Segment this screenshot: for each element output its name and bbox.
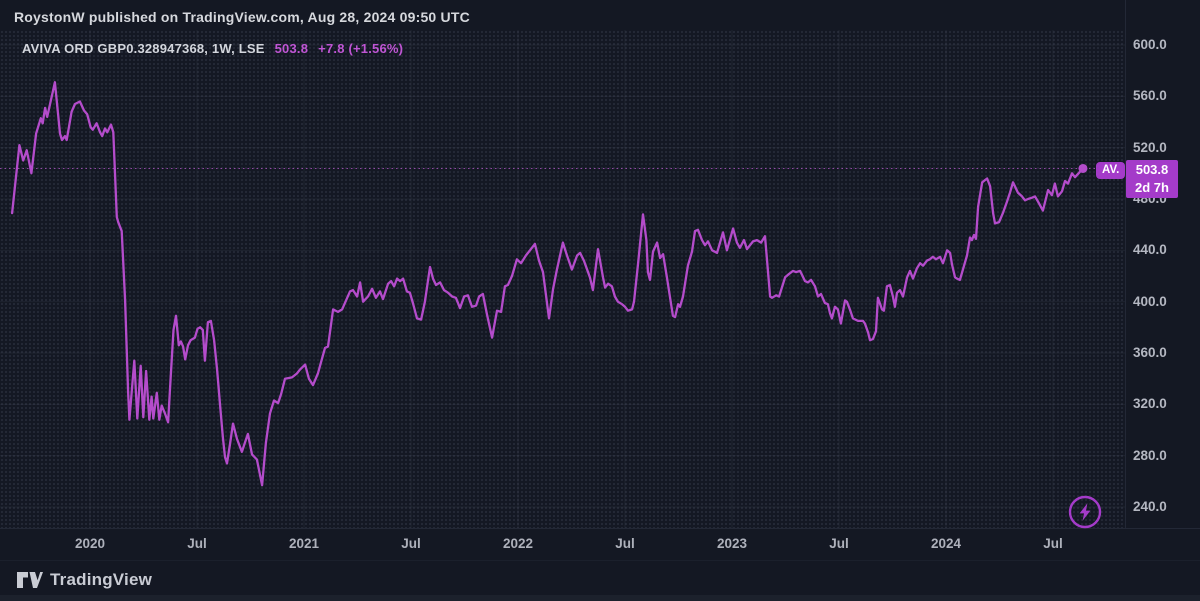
price-axis-label: 560.0 bbox=[1133, 88, 1167, 104]
time-axis-label: Jul bbox=[187, 536, 207, 551]
price-axis-label: 320.0 bbox=[1133, 396, 1167, 412]
time-axis-label: 2023 bbox=[716, 536, 748, 551]
bottom-edge bbox=[0, 595, 1200, 601]
time-axis-label: Jul bbox=[401, 536, 421, 551]
chart-legend: AVIVA ORD GBP0.328947368, 1W, LSE 503.8 … bbox=[22, 41, 403, 56]
price-axis-label: 400.0 bbox=[1133, 293, 1167, 309]
plot-background bbox=[0, 30, 1125, 528]
time-axis-label: 2020 bbox=[74, 536, 106, 551]
attribution-text: RoystonW published on TradingView.com, A… bbox=[14, 9, 470, 25]
last-price-value: 503.8 bbox=[1135, 162, 1169, 177]
price-change: +7.8 (+1.56%) bbox=[318, 41, 404, 56]
time-axis-label: Jul bbox=[615, 536, 635, 551]
price-axis-label: 280.0 bbox=[1133, 447, 1167, 463]
bar-countdown: 2d 7h bbox=[1135, 180, 1169, 195]
time-axis-label: Jul bbox=[1043, 536, 1063, 551]
price-axis-label: 520.0 bbox=[1133, 139, 1167, 155]
time-axis[interactable]: 2020 Jul 2021 Jul 2022 Jul 2023 Jul 2024 Jul bbox=[0, 528, 1200, 561]
price-axis-label: 360.0 bbox=[1133, 345, 1167, 360]
time-axis-label: 2024 bbox=[930, 536, 962, 551]
footer-bar: TradingView bbox=[0, 560, 1200, 601]
tradingview-logo-icon bbox=[17, 572, 43, 588]
price-axis-label: 600.0 bbox=[1133, 37, 1167, 52]
boost-button[interactable] bbox=[1068, 495, 1102, 529]
lightning-icon bbox=[1068, 495, 1102, 529]
time-axis-label: 2022 bbox=[502, 536, 534, 551]
price-axis-label: 440.0 bbox=[1133, 242, 1167, 258]
tradingview-logo[interactable]: TradingView bbox=[16, 569, 152, 591]
price-line-series bbox=[10, 81, 1085, 487]
time-axis-label: 2021 bbox=[288, 536, 320, 551]
last-price: 503.8 bbox=[274, 41, 309, 56]
time-axis-label: Jul bbox=[829, 536, 849, 551]
last-price-badge: 503.8 2d 7h bbox=[1126, 160, 1178, 198]
price-axis[interactable]: 600.0 560.0 520.0 480.0 440.0 400.0 360.0 320.0… bbox=[1125, 0, 1200, 528]
price-axis-label: 240.0 bbox=[1133, 499, 1167, 514]
series-tag-badge: AV. bbox=[1096, 162, 1126, 179]
symbol-title: AVIVA ORD GBP0.328947368, 1W, LSE bbox=[22, 41, 265, 56]
last-point-marker bbox=[1078, 163, 1088, 173]
tradingview-logo-text: TradingView bbox=[50, 570, 153, 589]
